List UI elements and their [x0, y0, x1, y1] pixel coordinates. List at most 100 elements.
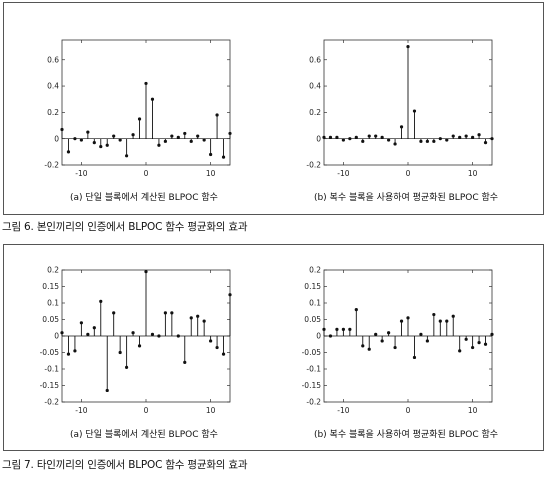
stem-marker	[125, 154, 129, 158]
subcaption-fig6-b: (b) 복수 블록을 사용하여 평균화된 BLPOC 함수	[313, 193, 499, 203]
stem-marker	[471, 135, 475, 139]
y-tick-label: -0.15	[302, 381, 322, 390]
y-tick-label: 0.2	[309, 266, 321, 275]
stem-marker	[137, 344, 142, 348]
stem-marker	[196, 314, 200, 318]
stem-marker	[105, 388, 109, 393]
stem-marker	[483, 141, 488, 145]
stem-marker	[157, 143, 161, 147]
chart-fig7-b: -0.2 -0.15 -0.1 -0.05 0 0.05 0.1 0.15 0.2 -10 0 10	[302, 266, 494, 415]
stem-marker	[380, 339, 384, 343]
figure-6-caption: 그림 6. 본인끼리의 인증에서 BLPOC 함수 평균화의 효과	[2, 221, 248, 233]
stem-marker	[361, 344, 365, 348]
stem-marker	[425, 339, 429, 343]
stem-marker	[163, 139, 167, 143]
y-tick-label: -0.15	[40, 381, 60, 390]
stem-marker	[176, 135, 180, 139]
y-tick-label: 0.15	[42, 282, 59, 291]
chart-fig6-b: -0.2 0 0.2 0.4 0.6 -10 0 10	[306, 39, 494, 178]
chart-fig6-a: -0.2 0 0.2 0.4 0.6 -10 0 10	[44, 39, 232, 178]
y-tick-label: -0.05	[40, 348, 60, 357]
stem-marker	[322, 135, 326, 139]
stem-marker	[477, 133, 481, 137]
stem-marker	[92, 326, 96, 330]
stem-marker	[183, 360, 187, 364]
figure-7-caption: 그림 7. 타인끼리의 인증에서 BLPOC 함수 평균화의 효과	[2, 459, 248, 471]
stem-marker	[438, 137, 442, 141]
stem-marker	[228, 293, 232, 297]
y-tick-label: 0.15	[304, 282, 321, 291]
stem-marker	[144, 270, 148, 274]
y-tick-label: -0.2	[44, 161, 59, 170]
stem-marker	[86, 130, 90, 134]
stem-marker	[73, 137, 77, 141]
y-tick-label: 0	[54, 134, 59, 143]
stem-marker	[393, 142, 397, 146]
x-tick-label: 10	[206, 169, 216, 178]
stem-marker	[73, 349, 77, 353]
y-tick-label: -0.05	[302, 348, 322, 357]
y-tick-label: 0.2	[309, 108, 321, 117]
y-tick-label: 0.1	[47, 299, 59, 308]
stem-marker	[157, 334, 161, 338]
stem-marker	[490, 137, 494, 141]
subcaption-fig6-a: (a) 단일 블록에서 계산된 BLPOC 함수	[70, 193, 218, 203]
stem-marker	[66, 352, 71, 356]
stem-marker	[196, 134, 200, 138]
stem-marker	[445, 138, 449, 142]
stem-marker	[354, 308, 358, 312]
y-tick-label: 0.6	[47, 55, 59, 64]
y-tick-label: -0.1	[306, 365, 321, 374]
y-tick-label: 0.05	[42, 315, 59, 324]
stem-marker	[170, 134, 174, 138]
stem-marker	[367, 347, 371, 351]
stem-marker	[163, 311, 167, 315]
y-tick-label: -0.1	[44, 365, 59, 374]
stem-marker	[458, 349, 462, 353]
y-tick-label: 0.1	[309, 299, 321, 308]
stem-marker	[131, 331, 135, 335]
stem-marker	[451, 134, 455, 138]
stem-marker	[189, 316, 193, 320]
y-tick-label: -0.2	[306, 161, 321, 170]
x-tick-label: 10	[468, 406, 478, 415]
stem-marker	[99, 299, 103, 303]
y-tick-label: 0	[316, 134, 321, 143]
stem-marker	[438, 319, 442, 323]
y-tick-label: 0.6	[309, 55, 321, 64]
stem-marker	[79, 138, 83, 142]
x-tick-label: 10	[206, 406, 216, 415]
y-tick-label: -0.2	[306, 398, 321, 407]
stem-marker	[406, 316, 410, 320]
stem-marker	[322, 327, 326, 331]
stem-marker	[328, 334, 333, 338]
stem-marker	[335, 135, 339, 139]
y-tick-label: 0.4	[47, 82, 59, 91]
stem-marker	[189, 139, 193, 143]
x-tick-label: -10	[75, 406, 87, 415]
stem-marker	[202, 319, 206, 323]
stem-marker	[483, 342, 488, 346]
y-tick-label: 0	[54, 332, 59, 341]
stem-marker	[228, 131, 232, 136]
stem-marker	[215, 113, 219, 117]
stem-marker	[432, 139, 436, 143]
stem-marker	[387, 138, 391, 142]
stem-marker	[215, 345, 219, 350]
x-tick-label: 10	[468, 169, 478, 178]
stem-marker	[79, 321, 83, 325]
stem-marker	[131, 133, 135, 137]
stem-marker	[99, 144, 103, 149]
stem-marker	[341, 327, 345, 331]
stem-marker	[464, 134, 468, 138]
stem-marker	[425, 139, 429, 143]
stem-marker	[445, 319, 449, 323]
stem-marker	[380, 135, 384, 139]
stem-marker	[221, 155, 226, 159]
x-tick-label: -10	[337, 406, 349, 415]
stem-marker	[464, 337, 468, 341]
stem-marker	[176, 334, 180, 338]
stem-marker	[419, 139, 423, 143]
stem-marker	[399, 319, 404, 323]
y-tick-label: 0.05	[304, 315, 321, 324]
